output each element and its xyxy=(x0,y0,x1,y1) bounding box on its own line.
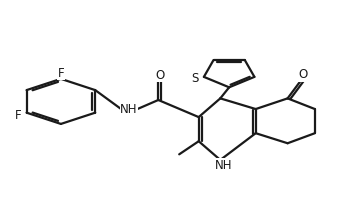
Text: O: O xyxy=(155,69,164,82)
Text: S: S xyxy=(191,72,198,85)
Text: NH: NH xyxy=(120,103,138,115)
Text: NH: NH xyxy=(215,159,232,172)
Text: F: F xyxy=(15,109,21,122)
Text: F: F xyxy=(57,67,64,80)
Text: O: O xyxy=(298,68,307,81)
